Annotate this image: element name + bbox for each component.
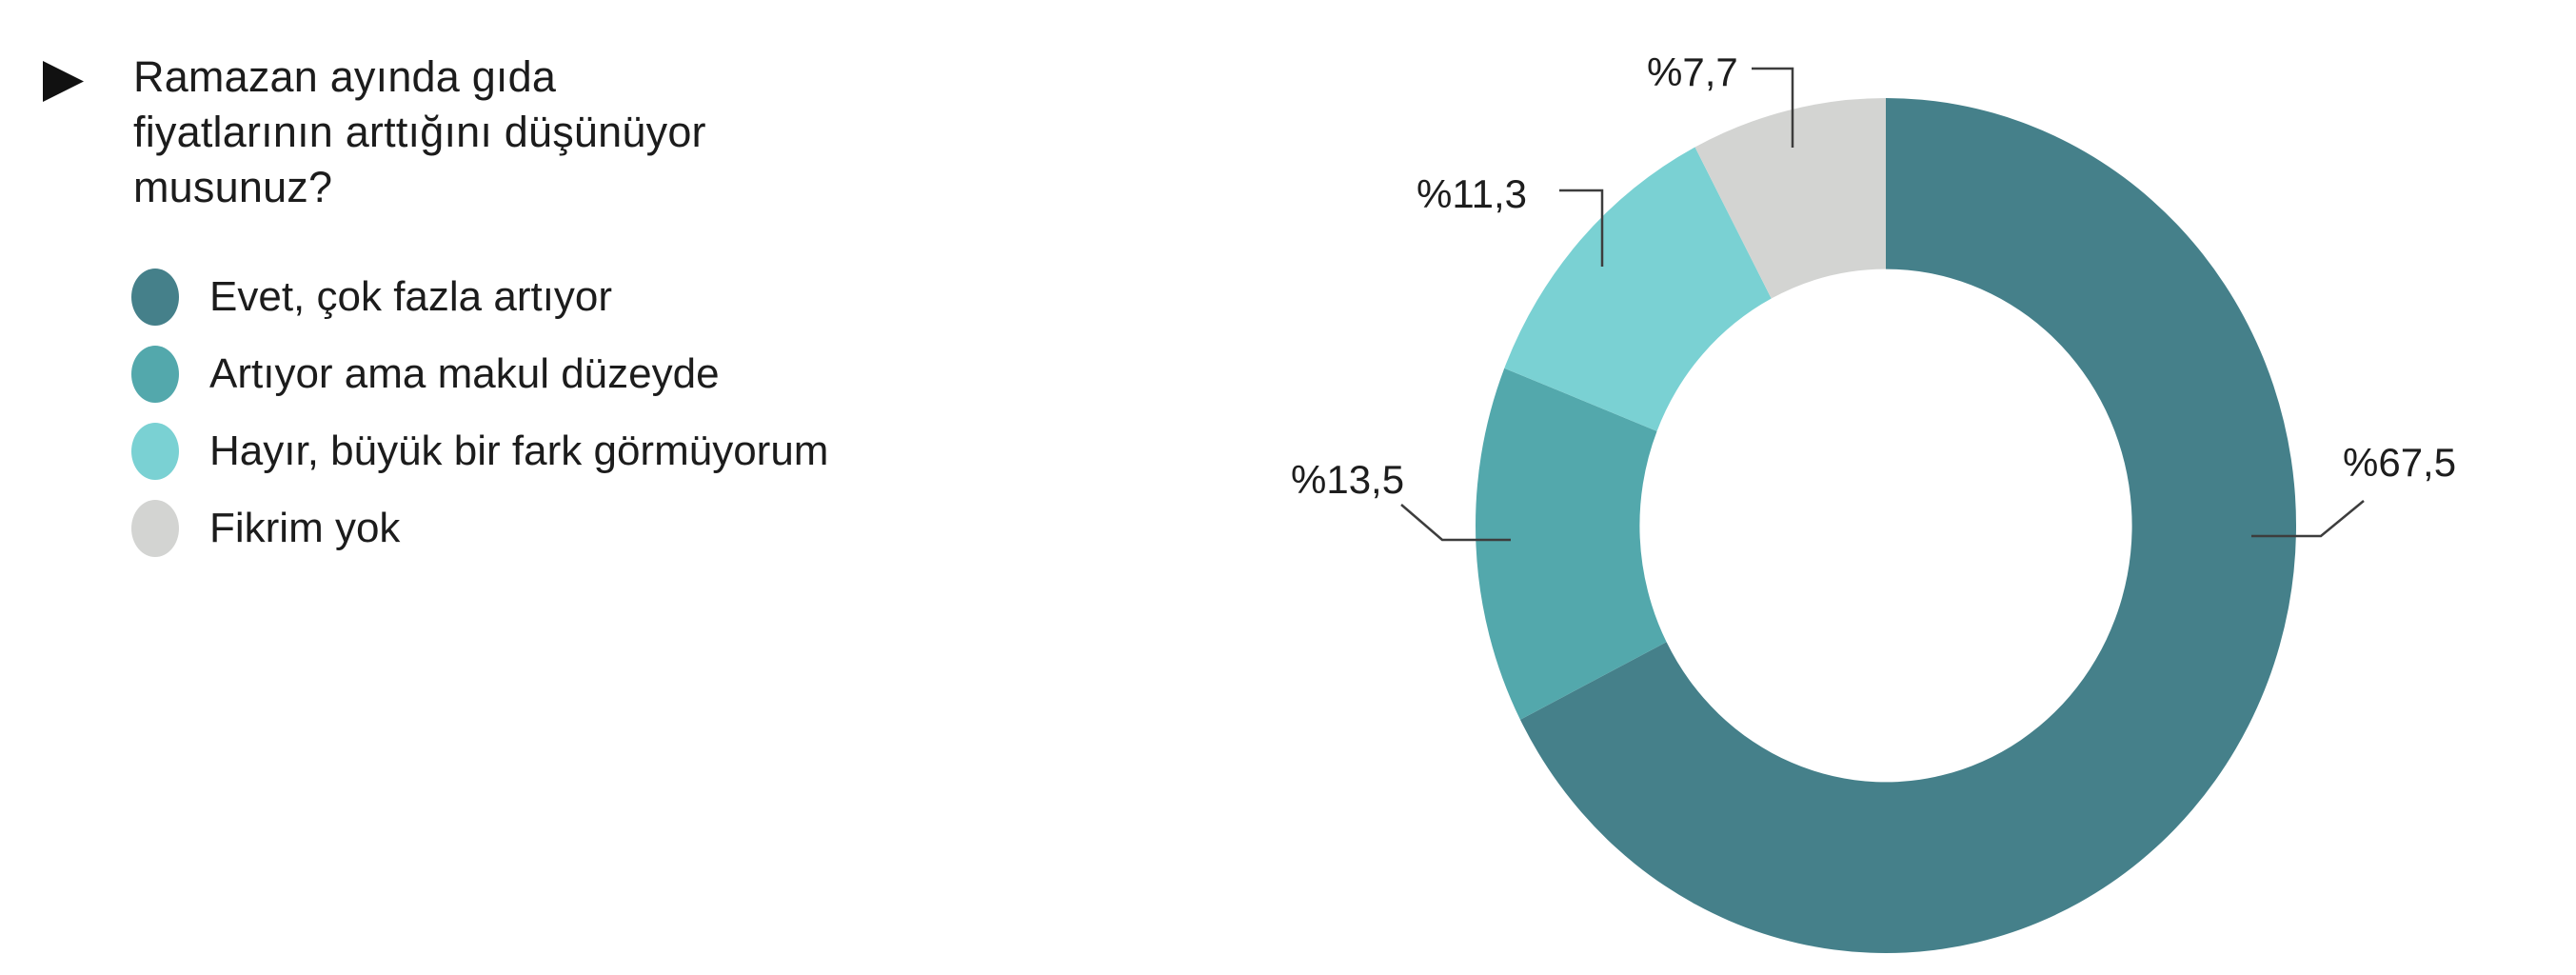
question-line: Ramazan ayında gıda (133, 52, 557, 101)
leader-lines (1400, 67, 2365, 542)
legend-item: Evet, çok fazla artıyor (131, 268, 828, 326)
legend-label: Fikrim yok (209, 504, 401, 551)
question-line: musunuz? (133, 163, 333, 211)
legend-item: Artıyor ama makul düzeyde (131, 345, 828, 403)
legend-swatch (131, 345, 179, 403)
legend-swatch (131, 268, 179, 326)
question-title: Ramazan ayında gıda fiyatlarının arttığı… (133, 50, 743, 215)
donut-slices (1476, 98, 2297, 953)
callout-label-hayir: %11,3 (1417, 171, 1527, 216)
callout-label-artiyor: %13,5 (1291, 457, 1405, 502)
donut-slice-0 (1519, 98, 2297, 953)
donut-slice-1 (1476, 368, 1667, 720)
legend-item: Hayır, büyük bir fark görmüyorum (131, 422, 828, 480)
leader-line-fikrim (1752, 67, 1794, 148)
callout-label-evet: %67,5 (2343, 440, 2457, 485)
legend-label: Evet, çok fazla artıyor (209, 272, 613, 320)
legend-item: Fikrim yok (131, 499, 828, 557)
legend-swatch (131, 422, 179, 480)
legend-swatch (131, 499, 179, 557)
legend-label: Artıyor ama makul düzeyde (209, 349, 720, 397)
leader-line-artiyor (1400, 504, 1511, 542)
donut-slice-2 (1504, 147, 1772, 431)
callout-label-fikrim: %7,7 (1647, 50, 1738, 94)
legend-label: Hayır, büyük bir fark görmüyorum (209, 427, 829, 474)
donut-slice-3 (1694, 98, 1886, 299)
chart-legend: Evet, çok fazla artıyor Artıyor ama maku… (131, 268, 828, 576)
bullet-triangle-icon (43, 61, 84, 102)
question-line: fiyatlarının arttığını düşünüyor (133, 108, 706, 156)
leader-line-evet (2251, 500, 2365, 538)
leader-line-hayir (1559, 189, 1604, 267)
